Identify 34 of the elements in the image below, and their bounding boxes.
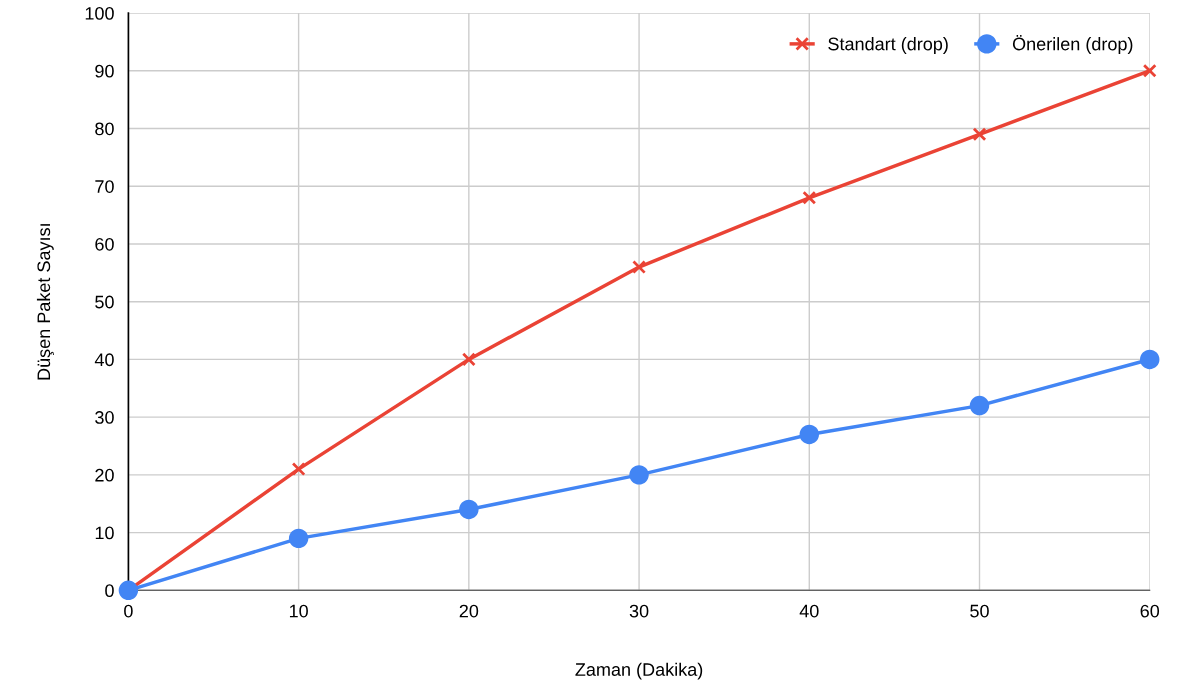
point — [461, 352, 476, 367]
x-tick-label: 20 — [459, 604, 479, 618]
y-axis-title: Düşen Paket Sayısı — [36, 224, 54, 380]
legend-label: Standart (drop) — [828, 37, 948, 54]
y-tick-label: 60 — [95, 237, 114, 251]
y-tick-label: 50 — [95, 295, 114, 309]
y-tick-label: 80 — [95, 122, 114, 136]
x-tick-label: 60 — [1140, 604, 1160, 618]
y-tick-label: 0 — [105, 584, 114, 598]
point — [969, 395, 990, 416]
point — [632, 260, 647, 274]
point — [459, 499, 479, 520]
x-tick-label: 10 — [289, 604, 308, 618]
x-tick-label: 50 — [970, 604, 989, 618]
legend-label: Önerilen (drop) — [1012, 35, 1133, 54]
y-tick-label: 30 — [95, 411, 114, 424]
point — [291, 462, 306, 477]
y-tick-label: 40 — [94, 353, 114, 367]
y-tick-label: 90 — [95, 64, 114, 78]
x-axis-title: Zaman (Dakika) — [575, 662, 703, 680]
x-tick-label: 40 — [799, 604, 819, 618]
point — [802, 190, 817, 205]
point — [1142, 63, 1157, 78]
point — [799, 424, 820, 445]
y-tick-label: 70 — [95, 180, 114, 193]
y-tick-label: 100 — [85, 7, 114, 20]
point — [1140, 349, 1160, 370]
x-tick-label: 30 — [629, 604, 649, 618]
y-tick-label: 20 — [95, 468, 114, 482]
point — [288, 528, 309, 549]
y-tick-label: 10 — [95, 526, 114, 540]
x-tick-label: 0 — [124, 604, 133, 618]
point — [629, 465, 649, 485]
point — [972, 127, 987, 142]
